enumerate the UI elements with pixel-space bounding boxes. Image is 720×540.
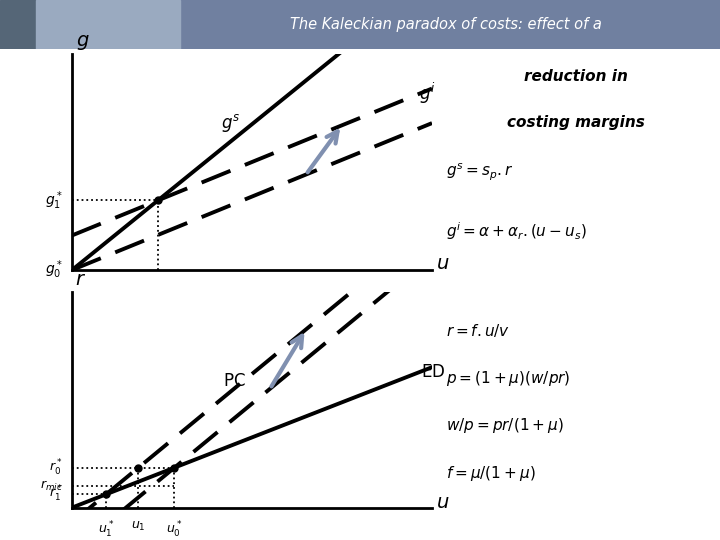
Bar xyxy=(0,0,36,49)
Text: $g_1^*$: $g_1^*$ xyxy=(45,189,63,212)
Bar xyxy=(180,0,720,49)
Text: $w/p = pr/(1+\mu)$: $w/p = pr/(1+\mu)$ xyxy=(446,416,564,435)
Text: $g$: $g$ xyxy=(76,33,89,52)
Text: $\mathrm{ED}$: $\mathrm{ED}$ xyxy=(421,362,446,381)
Text: $g^s$: $g^s$ xyxy=(221,112,240,134)
Text: $r = f.u/v$: $r = f.u/v$ xyxy=(446,322,510,339)
Text: reduction in: reduction in xyxy=(524,69,628,84)
Bar xyxy=(36,0,180,49)
Text: $u$: $u$ xyxy=(436,254,449,273)
Text: $f = \mu/(1+\mu)$: $f = \mu/(1+\mu)$ xyxy=(446,463,536,483)
Text: $p = (1+\mu)(w/pr)$: $p = (1+\mu)(w/pr)$ xyxy=(446,368,571,388)
Text: The Kaleckian paradox of costs: effect of a: The Kaleckian paradox of costs: effect o… xyxy=(290,17,603,32)
Text: $g_0^*$: $g_0^*$ xyxy=(45,259,63,281)
Text: $r_0^*$: $r_0^*$ xyxy=(49,457,63,478)
Text: $u_0^*$: $u_0^*$ xyxy=(166,519,183,540)
Text: $r_1^*$: $r_1^*$ xyxy=(49,484,63,504)
Text: $g^s = s_p.r$: $g^s = s_p.r$ xyxy=(446,162,513,184)
Text: $u_1$: $u_1$ xyxy=(131,519,145,533)
Text: $g^i = \mathit{\alpha} + \mathit{\alpha_r}.(u-u_s)$: $g^i = \mathit{\alpha} + \mathit{\alpha_… xyxy=(446,220,587,242)
Text: $u_1^*$: $u_1^*$ xyxy=(98,519,114,540)
Text: $u$: $u$ xyxy=(436,492,449,512)
Text: $g^i$: $g^i$ xyxy=(419,81,436,106)
Text: $\mathrm{PC}$: $\mathrm{PC}$ xyxy=(222,372,246,390)
Text: $r_{mic}$: $r_{mic}$ xyxy=(40,479,63,493)
Text: costing margins: costing margins xyxy=(507,114,645,130)
Text: $r$: $r$ xyxy=(76,270,86,289)
